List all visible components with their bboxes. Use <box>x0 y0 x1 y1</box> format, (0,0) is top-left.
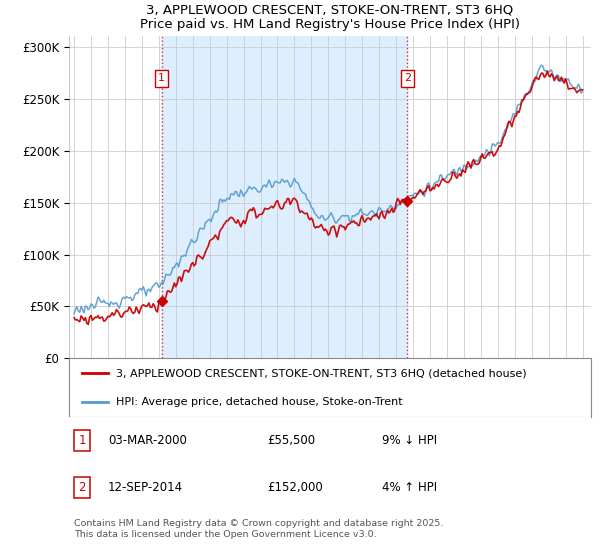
Text: 03-MAR-2000: 03-MAR-2000 <box>108 434 187 447</box>
Text: Contains HM Land Registry data © Crown copyright and database right 2025.
This d: Contains HM Land Registry data © Crown c… <box>74 519 443 539</box>
Text: 9% ↓ HPI: 9% ↓ HPI <box>382 434 437 447</box>
Text: 1: 1 <box>78 434 86 447</box>
Text: 3, APPLEWOOD CRESCENT, STOKE-ON-TRENT, ST3 6HQ (detached house): 3, APPLEWOOD CRESCENT, STOKE-ON-TRENT, S… <box>116 368 527 378</box>
Bar <box>161 36 407 358</box>
Text: £152,000: £152,000 <box>268 480 323 494</box>
Text: HPI: Average price, detached house, Stoke-on-Trent: HPI: Average price, detached house, Stok… <box>116 397 403 407</box>
Text: 2: 2 <box>404 73 411 83</box>
Text: 2: 2 <box>78 480 86 494</box>
Text: 12-SEP-2014: 12-SEP-2014 <box>108 480 183 494</box>
Text: 1: 1 <box>158 73 165 83</box>
Title: 3, APPLEWOOD CRESCENT, STOKE-ON-TRENT, ST3 6HQ
Price paid vs. HM Land Registry's: 3, APPLEWOOD CRESCENT, STOKE-ON-TRENT, S… <box>140 3 520 31</box>
Text: 4% ↑ HPI: 4% ↑ HPI <box>382 480 437 494</box>
Text: £55,500: £55,500 <box>268 434 316 447</box>
